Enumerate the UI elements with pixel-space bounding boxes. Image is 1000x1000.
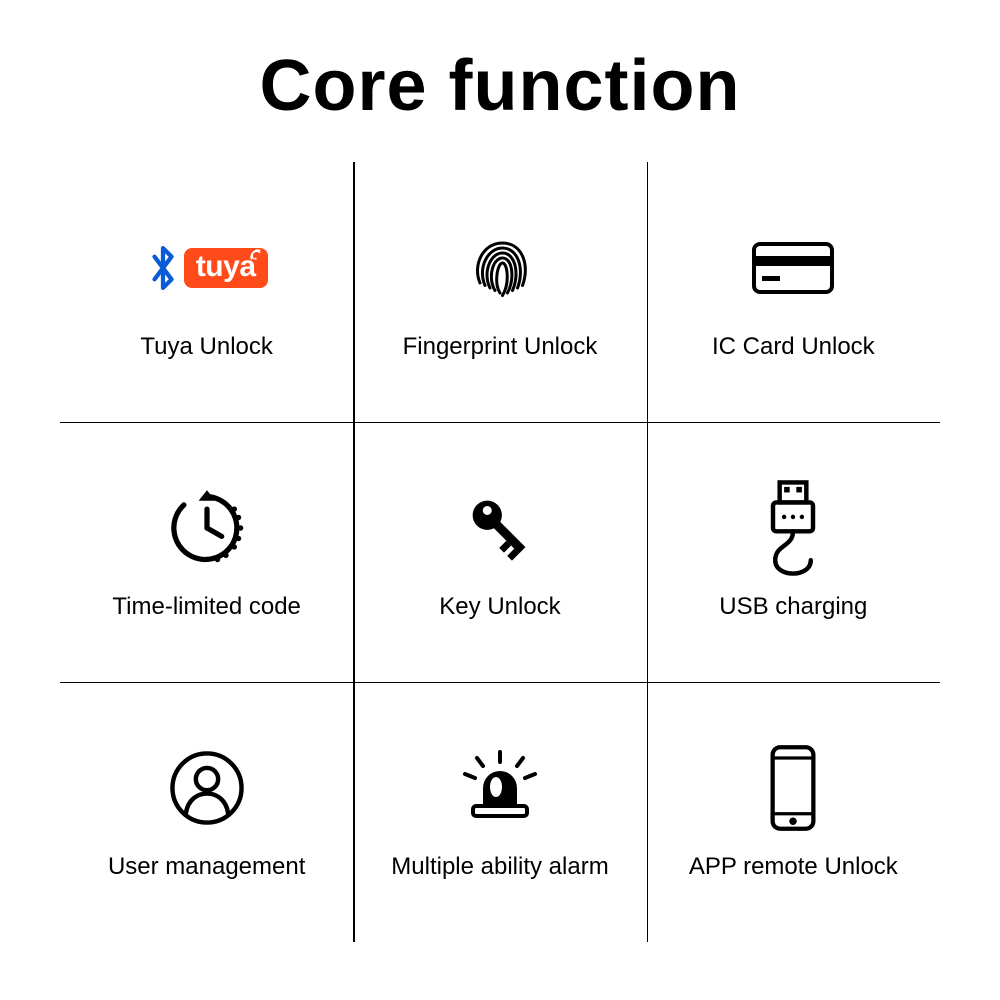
grid-divider	[60, 682, 940, 684]
cell-usb: USB charging	[647, 422, 940, 682]
tuya-text: tuya	[196, 250, 256, 283]
grid-divider	[647, 162, 649, 942]
cell-label: APP remote Unlock	[689, 853, 898, 881]
cell-fingerprint: Fingerprint Unlock	[353, 162, 646, 422]
card-icon	[748, 223, 838, 313]
cell-label: Time-limited code	[112, 593, 301, 621]
cell-label: Key Unlock	[439, 593, 560, 621]
cell-label: USB charging	[719, 593, 867, 621]
usb-icon	[756, 483, 830, 573]
cell-key: Key Unlock	[353, 422, 646, 682]
key-icon	[455, 483, 545, 573]
grid-divider	[60, 422, 940, 424]
cell-user: User management	[60, 682, 353, 942]
cell-label: IC Card Unlock	[712, 333, 875, 361]
fingerprint-icon	[460, 223, 540, 313]
feature-grid: tuya Tuya Unlock	[60, 162, 940, 942]
cell-alarm: Multiple ability alarm	[353, 682, 646, 942]
wifi-icon	[250, 249, 264, 263]
cell-label: User management	[108, 853, 305, 881]
phone-icon	[764, 743, 822, 833]
cell-tuya: tuya Tuya Unlock	[60, 162, 353, 422]
cell-card: IC Card Unlock	[647, 162, 940, 422]
grid-divider	[353, 162, 355, 942]
clock-icon	[165, 483, 249, 573]
cell-clock: Time-limited code	[60, 422, 353, 682]
cell-phone: APP remote Unlock	[647, 682, 940, 942]
cell-label: Tuya Unlock	[140, 333, 273, 361]
bluetooth-icon	[146, 245, 180, 291]
alarm-icon	[455, 743, 545, 833]
page-title: Core function	[260, 45, 741, 127]
tuya-icon: tuya	[146, 223, 268, 313]
user-icon	[168, 743, 246, 833]
cell-label: Multiple ability alarm	[391, 853, 608, 881]
tuya-badge: tuya	[184, 248, 268, 288]
cell-label: Fingerprint Unlock	[403, 333, 598, 361]
